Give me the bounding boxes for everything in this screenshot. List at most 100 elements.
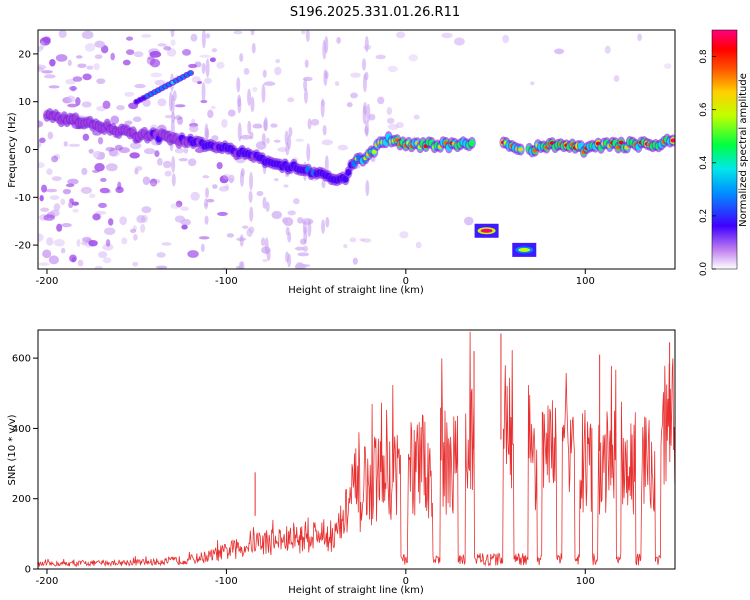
heatmap-noise-cell: [38, 64, 47, 70]
heatmap-noise-cell: [141, 216, 146, 223]
heatmap-noise-cell: [191, 118, 196, 124]
heatmap-noise-cell: [105, 239, 111, 247]
heatmap-streak-cell: [239, 234, 244, 247]
heatmap-noise-cell: [273, 178, 279, 182]
heatmap-noise-cell: [98, 202, 107, 208]
heatmap-streak-cell: [247, 88, 252, 106]
heatmap-noise-cell: [97, 137, 104, 145]
heatmap-noise-cell: [71, 201, 80, 206]
heatmap-noise-cell: [413, 114, 420, 120]
heatmap-noise-cell: [664, 63, 672, 70]
heatmap-noise-cell: [86, 65, 94, 70]
heatmap-noise-cell: [117, 181, 122, 190]
heatmap-streak-cell: [262, 196, 267, 209]
heatmap-streak-cell: [204, 215, 209, 225]
heatmap-noise-cell: [386, 107, 393, 116]
heatmap-noise-cell: [108, 151, 121, 157]
colorbar-tick-label: 0.0: [699, 262, 709, 277]
heatmap-noise-cell: [126, 36, 134, 41]
heatmap-noise-cell: [53, 153, 61, 160]
heatmap-noise-cell: [149, 50, 162, 58]
heatmap-noise-cell: [114, 144, 123, 151]
heatmap-streak-cell: [201, 82, 206, 102]
heatmap-noise-cell: [162, 160, 172, 169]
heatmap-noise-cell: [212, 184, 218, 189]
heatmap-streak-cell: [322, 124, 327, 136]
heatmap-streak-cell: [303, 78, 308, 91]
heatmap-noise-cell: [265, 137, 270, 144]
heatmap-streak-cell: [288, 126, 293, 137]
heatmap-noise-cell: [202, 175, 210, 179]
bottom-x-tick-label: 100: [576, 576, 595, 587]
heatmap-noise-cell: [48, 85, 60, 89]
heatmap-noise-cell: [207, 109, 214, 119]
heatmap-noise-cell: [38, 262, 50, 266]
heatmap-noise-cell: [93, 63, 100, 71]
heatmap-streak-cell: [236, 76, 241, 93]
heatmap-noise-cell: [211, 135, 219, 142]
heatmap-noise-cell: [45, 188, 58, 193]
heatmap-noise-cell: [221, 118, 228, 128]
heatmap-noise-cell: [350, 92, 358, 99]
heatmap-noise-cell: [198, 236, 210, 240]
heatmap-noise-cell: [190, 33, 198, 42]
heatmap-noise-cell: [141, 34, 152, 38]
top-y-tick-label: 10: [18, 97, 31, 108]
heatmap-streak-cell: [321, 180, 326, 189]
heatmap-noise-cell: [88, 148, 94, 154]
heatmap-noise-cell: [134, 84, 146, 89]
heatmap-noise-cell: [377, 96, 385, 105]
heatmap-noise-cell: [66, 95, 76, 103]
heatmap-noise-cell: [275, 58, 281, 64]
heatmap-noise-cell: [92, 169, 100, 173]
heatmap-noise-cell: [350, 72, 361, 78]
top-x-ticks: -200 -100 0 100: [36, 269, 595, 287]
heatmap-noise-cell: [241, 225, 249, 229]
heatmap-streak-cell: [250, 96, 255, 113]
heatmap-noise-cell: [61, 222, 72, 228]
heatmap-noise-cell: [271, 210, 283, 220]
heatmap-noise-cell: [140, 223, 146, 233]
heatmap-noise-cell: [75, 55, 83, 59]
heatmap-noise-cell: [125, 49, 135, 56]
heatmap-noise-cell: [143, 148, 156, 155]
top-x-axis-label: Height of straight line (km): [288, 285, 424, 296]
colorbar-gradient: [711, 29, 738, 270]
heatmap-noise-cell: [283, 184, 289, 188]
heatmap-streak-cell: [239, 52, 244, 62]
heatmap-noise-cell: [187, 250, 199, 258]
heatmap-noise-cell: [46, 168, 53, 176]
heatmap-noise-cell: [637, 33, 642, 42]
heatmap-streak-cell: [302, 221, 307, 235]
heatmap-noise-cell: [368, 113, 376, 121]
bottom-x-ticks: -200 -100 0 100: [36, 569, 595, 587]
heatmap-noise-cell: [301, 30, 306, 35]
heatmap-streak-cell: [323, 69, 328, 86]
heatmap-noise-cell: [178, 157, 189, 162]
heatmap-noise-cell: [227, 109, 236, 117]
heatmap-noise-cell: [463, 216, 474, 226]
heatmap-streak-cell: [285, 251, 290, 263]
heatmap-noise-cell: [76, 239, 81, 247]
heatmap-streak-cell: [265, 201, 270, 212]
heatmap-streak-cell: [249, 131, 254, 140]
heatmap-noise-cell: [67, 59, 72, 67]
heatmap-noise-cell: [68, 143, 81, 147]
heatmap-noise-cell: [310, 118, 320, 126]
heatmap-noise-cell: [287, 210, 296, 216]
heatmap-noise-cell: [321, 139, 333, 146]
heatmap-noise-cell: [72, 208, 79, 213]
heatmap-noise-cell: [81, 167, 88, 176]
heatmap-marks: [38, 30, 675, 269]
snr-frame: [37, 329, 676, 570]
heatmap-noise-cell: [164, 170, 172, 177]
heatmap-noise-cell: [77, 259, 84, 267]
heatmap-noise-cell: [277, 147, 288, 152]
heatmap-noise-cell: [105, 146, 115, 152]
heatmap-secondary-core: [188, 71, 193, 75]
heatmap-noise-cell: [453, 37, 465, 46]
heatmap-streak-cell: [200, 243, 205, 253]
heatmap-noise-cell: [387, 123, 399, 131]
heatmap-noise-cell: [124, 91, 135, 97]
heatmap-noise-cell: [142, 176, 151, 186]
